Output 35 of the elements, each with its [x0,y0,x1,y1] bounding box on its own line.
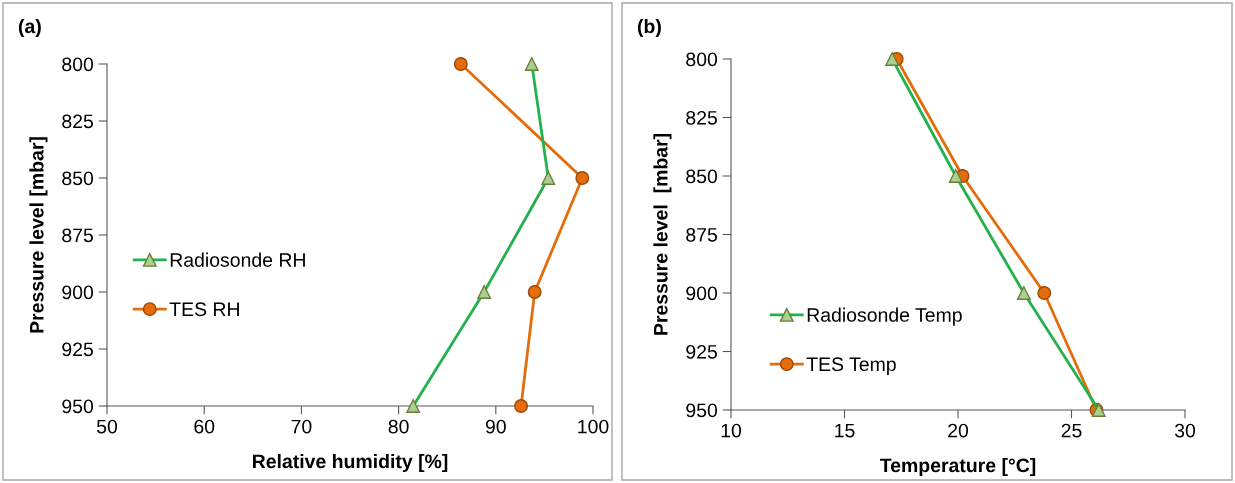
x-tick-label: 25 [1061,423,1082,438]
x-tick-label: 70 [291,419,312,434]
x-tick-label: 20 [948,423,969,438]
x-tick-label: 80 [388,419,409,434]
chart-title: (a) [18,18,41,38]
x-tick-label: 30 [1174,423,1196,438]
y-tick-label: 800 [686,52,718,67]
x-axis-title: Temperature [°C] [879,457,1036,477]
legend-label: Radiosonde RH [170,252,305,267]
x-tick-label: 90 [485,419,506,434]
y-tick-label: 875 [686,227,717,242]
x-axis-title: Relative humidity [%] [252,453,448,473]
y-tick-label: 850 [686,169,718,184]
legend-label: Radiosonde Temp [807,307,962,326]
y-axis-title: Pressure level [mbar] [29,137,48,333]
legend-label: TES RH [169,302,239,317]
y-tick-label: 950 [686,403,718,418]
x-tick-label: 50 [96,419,118,434]
y-tick-label: 925 [62,342,93,357]
legend-label: TES Temp [806,357,896,375]
x-tick-label: 10 [721,423,742,438]
x-tick-label: 100 [578,419,609,434]
y-tick-label: 950 [62,399,94,414]
y-tick-label: 850 [62,171,94,186]
chart-title: (b) [637,18,661,38]
y-tick-label: 900 [62,285,94,300]
y-tick-label: 825 [62,114,93,129]
x-tick-label: 15 [835,423,855,438]
y-tick-label: 925 [686,344,717,359]
y-tick-label: 800 [62,57,94,72]
y-tick-label: 825 [686,110,717,125]
y-axis-title: Pressure level [mbar] [653,133,672,335]
y-tick-label: 875 [62,228,93,243]
x-tick-label: 60 [194,419,215,434]
y-tick-label: 900 [686,286,718,301]
